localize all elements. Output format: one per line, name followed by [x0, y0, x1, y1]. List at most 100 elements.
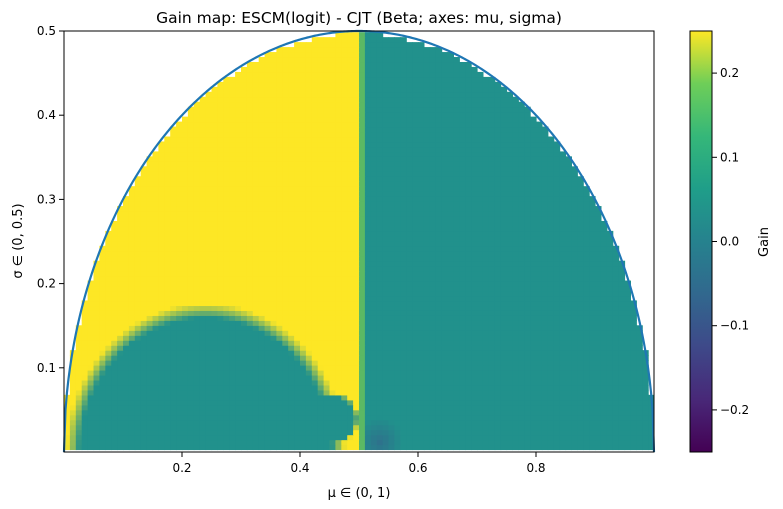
- heatmap-cell: [123, 360, 130, 366]
- heatmap-cell: [376, 245, 384, 252]
- heatmap-cell: [353, 275, 360, 282]
- heatmap-cell: [600, 389, 608, 396]
- heatmap-cell: [223, 235, 230, 242]
- heatmap-cell: [323, 280, 331, 287]
- heatmap-cell: [288, 330, 295, 336]
- heatmap-cell: [205, 305, 213, 311]
- heatmap-cell: [488, 439, 496, 446]
- heatmap-cell: [329, 275, 336, 282]
- heatmap-cell: [541, 181, 549, 187]
- heatmap-cell: [482, 295, 490, 302]
- heatmap-cell: [618, 320, 626, 326]
- heatmap-cell: [583, 260, 590, 267]
- heatmap-cell: [506, 374, 513, 381]
- heatmap-cell: [583, 365, 590, 371]
- heatmap-cell: [359, 201, 366, 207]
- heatmap-cell: [565, 409, 572, 416]
- heatmap-cell: [541, 186, 549, 192]
- heatmap-cell: [123, 230, 130, 237]
- heatmap-cell: [488, 206, 496, 212]
- heatmap-cell: [388, 439, 395, 446]
- heatmap-cell: [317, 409, 325, 416]
- heatmap-cell: [146, 191, 154, 197]
- heatmap-cell: [300, 186, 307, 192]
- heatmap-cell: [193, 429, 201, 436]
- heatmap-cell: [323, 434, 331, 441]
- heatmap-cell: [258, 295, 266, 302]
- heatmap-cell: [406, 444, 413, 451]
- heatmap-cell: [441, 245, 449, 252]
- heatmap-cell: [305, 305, 313, 311]
- heatmap-cell: [311, 369, 319, 376]
- heatmap-cell: [199, 191, 207, 197]
- heatmap-cell: [447, 255, 454, 262]
- heatmap-cell: [577, 201, 584, 207]
- heatmap-cell: [353, 419, 360, 426]
- heatmap-cell: [547, 439, 555, 446]
- heatmap-cell: [364, 201, 372, 207]
- heatmap-cell: [364, 439, 372, 446]
- heatmap-cell: [612, 330, 620, 336]
- heatmap-cell: [388, 300, 395, 307]
- heatmap-cell: [441, 345, 449, 351]
- heatmap-cell: [453, 374, 460, 381]
- heatmap-cell: [164, 181, 171, 187]
- heatmap-cell: [559, 365, 567, 371]
- heatmap-cell: [134, 310, 142, 316]
- heatmap-cell: [252, 215, 260, 222]
- heatmap-cell: [341, 424, 348, 431]
- heatmap-cell: [412, 235, 419, 242]
- heatmap-cell: [264, 310, 272, 316]
- heatmap-cell: [500, 295, 508, 302]
- heatmap-cell: [583, 250, 590, 257]
- heatmap-cell: [264, 300, 272, 307]
- heatmap-cell: [205, 325, 213, 331]
- heatmap-cell: [447, 186, 454, 192]
- heatmap-cell: [93, 360, 100, 366]
- heatmap-cell: [311, 389, 319, 396]
- heatmap-cell: [406, 429, 413, 436]
- heatmap-cell: [176, 350, 183, 356]
- heatmap-cell: [536, 215, 543, 222]
- heatmap-cell: [524, 419, 531, 426]
- heatmap-cell: [459, 230, 466, 237]
- heatmap-cell: [276, 260, 283, 267]
- heatmap-cell: [406, 245, 413, 252]
- heatmap-cell: [323, 315, 331, 321]
- heatmap-cell: [235, 300, 242, 307]
- heatmap-cell: [512, 290, 519, 297]
- heatmap-cell: [600, 365, 608, 371]
- heatmap-cell: [217, 424, 224, 431]
- heatmap-cell: [477, 196, 484, 202]
- heatmap-cell: [117, 310, 124, 316]
- heatmap-cell: [241, 424, 248, 431]
- heatmap-cell: [530, 225, 537, 232]
- heatmap-cell: [500, 399, 508, 406]
- heatmap-cell: [494, 444, 502, 451]
- heatmap-cell: [459, 290, 466, 297]
- heatmap-cell: [217, 399, 224, 406]
- heatmap-cell: [553, 409, 561, 416]
- heatmap-cell: [276, 250, 283, 257]
- heatmap-cell: [541, 330, 549, 336]
- heatmap-cell: [589, 355, 596, 361]
- heatmap-cell: [465, 265, 472, 272]
- heatmap-cell: [536, 315, 543, 321]
- heatmap-cell: [311, 330, 319, 336]
- heatmap-cell: [347, 315, 354, 321]
- heatmap-cell: [258, 280, 266, 287]
- heatmap-cell: [406, 365, 413, 371]
- heatmap-cell: [541, 275, 549, 282]
- heatmap-cell: [93, 439, 100, 446]
- heatmap-cell: [536, 384, 543, 391]
- heatmap-cell: [364, 220, 372, 227]
- heatmap-cell: [447, 429, 454, 436]
- heatmap-cell: [305, 340, 313, 346]
- heatmap-cell: [394, 350, 401, 356]
- heatmap-cell: [99, 369, 106, 376]
- heatmap-cell: [264, 340, 272, 346]
- heatmap-cell: [305, 335, 313, 341]
- heatmap-cell: [565, 414, 572, 421]
- heatmap-cell: [305, 325, 313, 331]
- heatmap-cell: [482, 345, 490, 351]
